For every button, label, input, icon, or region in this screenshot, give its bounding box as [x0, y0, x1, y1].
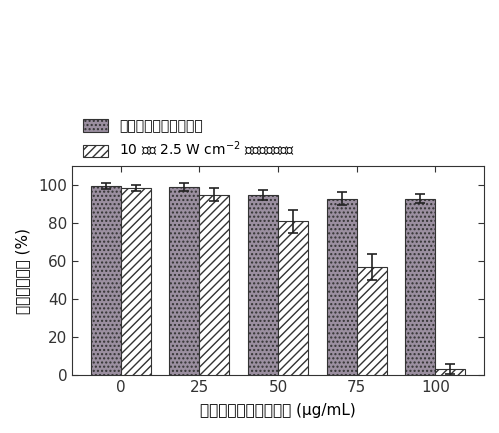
X-axis label: 二硫化钼纳米片层浓度 (μg/mL): 二硫化钼纳米片层浓度 (μg/mL) — [200, 403, 356, 418]
Bar — [170, 187, 200, 375]
Bar — [278, 221, 308, 375]
Bar — [436, 369, 465, 375]
Bar — [200, 195, 229, 375]
Y-axis label: 癌细胞存活率 (%): 癌细胞存活率 (%) — [15, 228, 30, 313]
Bar — [248, 195, 278, 375]
Bar — [327, 199, 357, 375]
Bar — [406, 199, 436, 375]
Bar — [121, 188, 151, 375]
Bar — [91, 186, 121, 375]
Bar — [357, 267, 387, 375]
Legend: 未进行近红外光热治疗, 10 分钟 2.5 W cm$^{-2}$ 近红外光热治疗: 未进行近红外光热治疗, 10 分钟 2.5 W cm$^{-2}$ 近红外光热治… — [79, 115, 300, 164]
